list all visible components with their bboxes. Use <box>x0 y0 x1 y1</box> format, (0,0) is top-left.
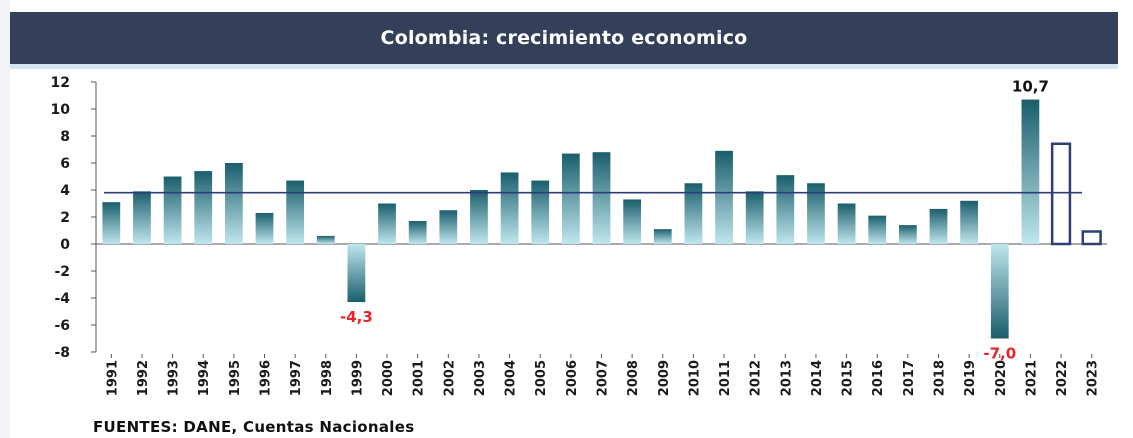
x-tick-label-1995: 1995 <box>228 360 243 396</box>
x-tick-label-2015: 2015 <box>841 360 856 396</box>
x-tick-label-2017: 2017 <box>902 360 917 396</box>
x-tick-label-2020: 2020 <box>994 360 1009 396</box>
x-tick-label-2011: 2011 <box>718 360 733 396</box>
data-label-2021: 10,7 <box>1012 78 1049 96</box>
data-label-2020: -7,0 <box>983 345 1016 363</box>
chart-title: Colombia: crecimiento economico <box>380 27 748 49</box>
x-tick-label-2002: 2002 <box>442 360 457 396</box>
y-tick-label: -4 <box>54 291 70 307</box>
bar-2002 <box>439 210 458 244</box>
x-tick-label-1992: 1992 <box>136 360 151 396</box>
title-underline <box>10 64 1118 69</box>
bar-2015 <box>837 203 856 244</box>
bar-2014 <box>807 183 825 244</box>
bar-2009 <box>653 229 672 244</box>
bar-1994 <box>194 171 213 244</box>
x-tick-label-1999: 1999 <box>350 360 365 396</box>
x-tick-label-2003: 2003 <box>473 360 488 396</box>
x-tick-label-2005: 2005 <box>534 360 549 396</box>
y-tick-label: -8 <box>54 345 70 361</box>
bar-1999 <box>347 244 366 303</box>
x-tick-label-2009: 2009 <box>657 360 672 396</box>
bar-2020 <box>990 244 1009 339</box>
y-axis: 12 10 8 6 4 2 0 -2 -4 -6 -8 <box>51 75 97 361</box>
bar-1991 <box>102 202 121 244</box>
x-tick-label-1991: 1991 <box>105 360 120 396</box>
x-tick-label-2023: 2023 <box>1086 360 1101 396</box>
x-axis: 1991 1992 1993 1994 1995 1996 1997 1998 1999 2000… <box>96 243 1107 396</box>
bar-2016 <box>868 215 887 244</box>
x-tick-label-1996: 1996 <box>259 360 274 396</box>
x-tick-label-2004: 2004 <box>504 360 519 396</box>
x-tick-label-2010: 2010 <box>687 360 702 396</box>
x-tick-label-1993: 1993 <box>167 360 182 396</box>
data-label-1999: -4,3 <box>340 308 373 326</box>
source-note: FUENTES: DANE, Cuentas Nacionales <box>93 418 415 436</box>
y-tick-label: 6 <box>60 156 70 172</box>
x-tick-label-2001: 2001 <box>412 360 427 396</box>
bars <box>102 99 1102 339</box>
x-tick-label-1998: 1998 <box>320 360 335 396</box>
bar-2022-projected <box>1050 142 1072 246</box>
x-tick-label-2022: 2022 <box>1055 360 1070 396</box>
x-tick-label-1997: 1997 <box>289 360 304 396</box>
bar-2007 <box>592 152 611 244</box>
bar-2018 <box>929 208 948 244</box>
y-tick-label: -2 <box>54 264 70 280</box>
x-tick-label-2021: 2021 <box>1024 360 1039 396</box>
bar-2000 <box>378 203 396 244</box>
bar-1996 <box>255 212 274 244</box>
chart-title-bar: Colombia: crecimiento economico <box>10 12 1118 64</box>
page-rail <box>0 0 10 438</box>
data-labels: -4,3 -7,0 10,7 <box>340 78 1049 363</box>
x-tick-label-2008: 2008 <box>626 360 641 396</box>
bar-2012 <box>745 191 764 244</box>
y-tick-label: -6 <box>54 318 70 334</box>
bar-2008 <box>623 199 642 244</box>
x-tick-label-2018: 2018 <box>933 360 948 396</box>
x-tick-label-2012: 2012 <box>749 360 764 396</box>
y-tick-label: 12 <box>51 75 70 91</box>
bar-1997 <box>286 180 305 244</box>
bar-2019 <box>960 200 979 244</box>
bar-2004 <box>500 172 519 244</box>
bar-2003 <box>470 190 488 244</box>
x-tick-label-2016: 2016 <box>871 360 886 396</box>
bar-2001 <box>408 221 427 244</box>
bar-2021 <box>1021 99 1040 244</box>
x-tick-label-2000: 2000 <box>381 360 396 396</box>
bar-2013 <box>776 175 795 244</box>
x-tick-label-2013: 2013 <box>779 360 794 396</box>
bar-1995 <box>224 163 243 244</box>
x-tick-label-2006: 2006 <box>565 360 580 396</box>
y-tick-label: 2 <box>60 210 70 226</box>
y-tick-label: 10 <box>51 102 71 118</box>
bar-2006 <box>561 153 580 244</box>
y-tick-label: 4 <box>60 183 70 199</box>
bar-2017 <box>898 225 917 244</box>
bar-2005 <box>531 180 550 244</box>
bar-2011 <box>715 150 733 244</box>
x-tick-label-2014: 2014 <box>810 360 825 396</box>
bar-1992 <box>133 191 151 244</box>
bar-1998 <box>316 235 335 244</box>
x-tick-label-2007: 2007 <box>596 360 611 396</box>
y-tick-label: 8 <box>60 129 70 145</box>
x-tick-label-2019: 2019 <box>963 360 978 396</box>
bar-2023-projected <box>1081 230 1102 246</box>
bar-1993 <box>163 176 182 244</box>
x-tick-label-1994: 1994 <box>197 360 212 396</box>
y-tick-label: 0 <box>60 237 70 253</box>
bar-2010 <box>684 183 703 244</box>
